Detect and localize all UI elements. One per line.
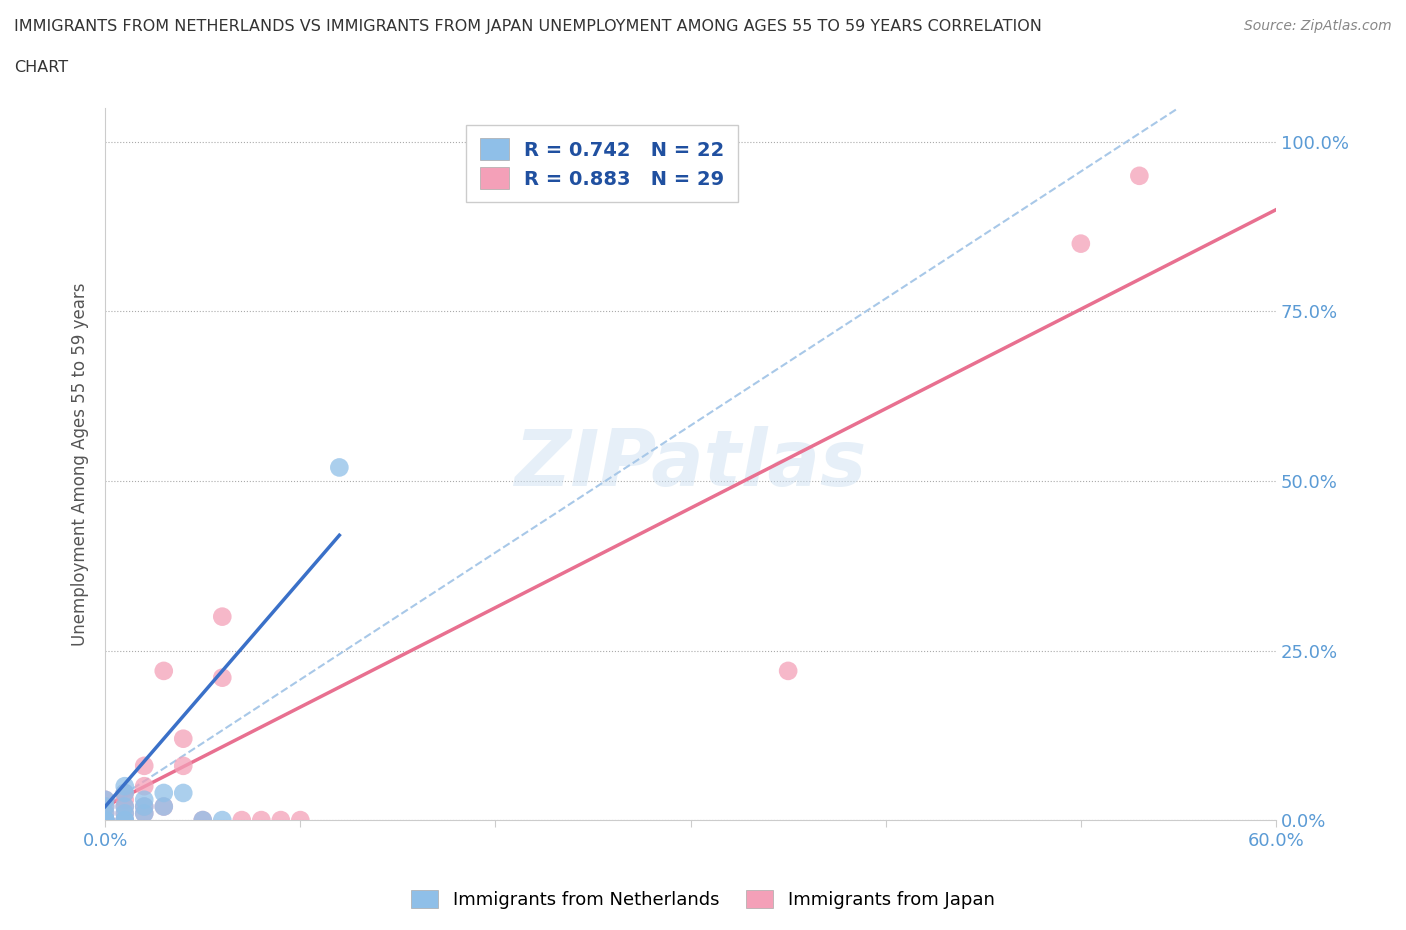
Point xyxy=(94,813,117,828)
Y-axis label: Unemployment Among Ages 55 to 59 years: Unemployment Among Ages 55 to 59 years xyxy=(72,283,89,645)
Point xyxy=(152,799,174,814)
Point xyxy=(114,806,136,821)
Point xyxy=(94,813,117,828)
Point xyxy=(94,813,117,828)
Point xyxy=(114,778,136,793)
Legend: R = 0.742   N = 22, R = 0.883   N = 29: R = 0.742 N = 22, R = 0.883 N = 29 xyxy=(467,125,738,202)
Point xyxy=(94,799,117,814)
Point xyxy=(211,813,233,828)
Point xyxy=(134,778,156,793)
Point xyxy=(94,813,117,828)
Point xyxy=(114,799,136,814)
Point xyxy=(134,792,156,807)
Point xyxy=(134,799,156,814)
Point xyxy=(114,813,136,828)
Point xyxy=(94,806,117,821)
Point xyxy=(172,758,194,773)
Point xyxy=(1128,168,1150,183)
Point xyxy=(94,813,117,828)
Point xyxy=(778,663,800,678)
Point xyxy=(94,813,117,828)
Point xyxy=(231,813,253,828)
Point xyxy=(152,663,174,678)
Text: CHART: CHART xyxy=(14,60,67,75)
Point xyxy=(191,813,214,828)
Point xyxy=(114,799,136,814)
Point xyxy=(114,813,136,828)
Point xyxy=(94,792,117,807)
Point xyxy=(172,731,194,746)
Point xyxy=(191,813,214,828)
Point xyxy=(94,792,117,807)
Point xyxy=(250,813,273,828)
Point xyxy=(134,806,156,821)
Point xyxy=(290,813,312,828)
Point xyxy=(114,806,136,821)
Text: Source: ZipAtlas.com: Source: ZipAtlas.com xyxy=(1244,19,1392,33)
Point xyxy=(328,460,350,475)
Point xyxy=(134,758,156,773)
Point xyxy=(152,799,174,814)
Legend: Immigrants from Netherlands, Immigrants from Japan: Immigrants from Netherlands, Immigrants … xyxy=(404,883,1002,916)
Point xyxy=(211,671,233,685)
Point xyxy=(94,799,117,814)
Point xyxy=(94,813,117,828)
Point xyxy=(114,813,136,828)
Point xyxy=(270,813,292,828)
Point xyxy=(134,806,156,821)
Point xyxy=(114,786,136,801)
Point xyxy=(114,792,136,807)
Text: IMMIGRANTS FROM NETHERLANDS VS IMMIGRANTS FROM JAPAN UNEMPLOYMENT AMONG AGES 55 : IMMIGRANTS FROM NETHERLANDS VS IMMIGRANT… xyxy=(14,19,1042,33)
Point xyxy=(94,806,117,821)
Text: ZIPatlas: ZIPatlas xyxy=(515,426,866,502)
Point xyxy=(152,786,174,801)
Point xyxy=(114,786,136,801)
Point xyxy=(211,609,233,624)
Point xyxy=(1070,236,1092,251)
Point xyxy=(134,799,156,814)
Point xyxy=(172,786,194,801)
